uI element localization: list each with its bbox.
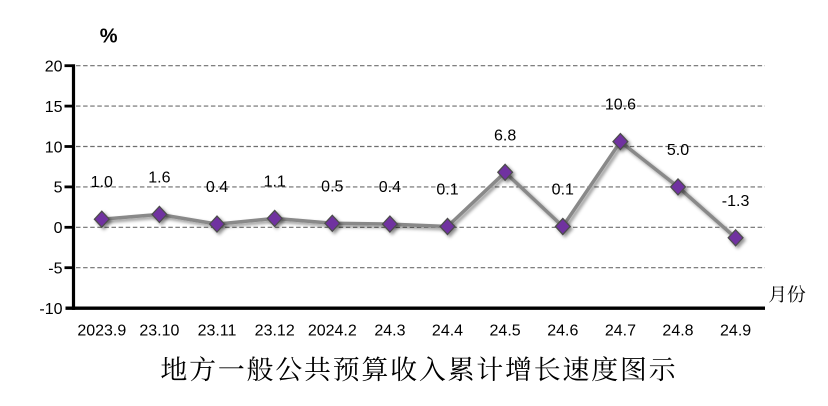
svg-text:-10: -10: [39, 301, 62, 318]
svg-text:15: 15: [45, 99, 63, 116]
svg-text:24.3: 24.3: [374, 323, 405, 340]
svg-text:-5: -5: [48, 261, 62, 278]
svg-text:10.6: 10.6: [605, 97, 636, 114]
svg-text:6.8: 6.8: [494, 127, 516, 144]
svg-text:24.8: 24.8: [662, 323, 693, 340]
svg-text:2024.2: 2024.2: [308, 323, 357, 340]
svg-text:23.11: 23.11: [198, 323, 237, 340]
svg-text:5.0: 5.0: [667, 142, 689, 159]
svg-text:0.4: 0.4: [206, 179, 228, 196]
svg-text:2023.9: 2023.9: [77, 323, 126, 340]
svg-text:1.6: 1.6: [148, 169, 170, 186]
svg-text:24.6: 24.6: [547, 323, 578, 340]
svg-text:0.4: 0.4: [379, 179, 401, 196]
svg-text:23.12: 23.12: [255, 323, 295, 340]
svg-text:1.1: 1.1: [264, 173, 286, 190]
svg-text:0.5: 0.5: [321, 178, 343, 195]
svg-text:20: 20: [45, 59, 63, 76]
svg-text:%: %: [100, 25, 118, 47]
svg-text:0.1: 0.1: [436, 182, 458, 199]
svg-text:23.10: 23.10: [139, 323, 179, 340]
svg-text:24.5: 24.5: [490, 323, 521, 340]
svg-text:24.7: 24.7: [605, 323, 636, 340]
svg-text:24.4: 24.4: [432, 323, 463, 340]
svg-text:-1.3: -1.3: [722, 193, 750, 210]
svg-text:5: 5: [54, 180, 63, 197]
svg-text:0.1: 0.1: [552, 182, 574, 199]
svg-text:0: 0: [54, 220, 63, 237]
svg-text:1.0: 1.0: [91, 174, 113, 191]
svg-text:24.9: 24.9: [720, 323, 751, 340]
svg-text:10: 10: [45, 139, 63, 156]
